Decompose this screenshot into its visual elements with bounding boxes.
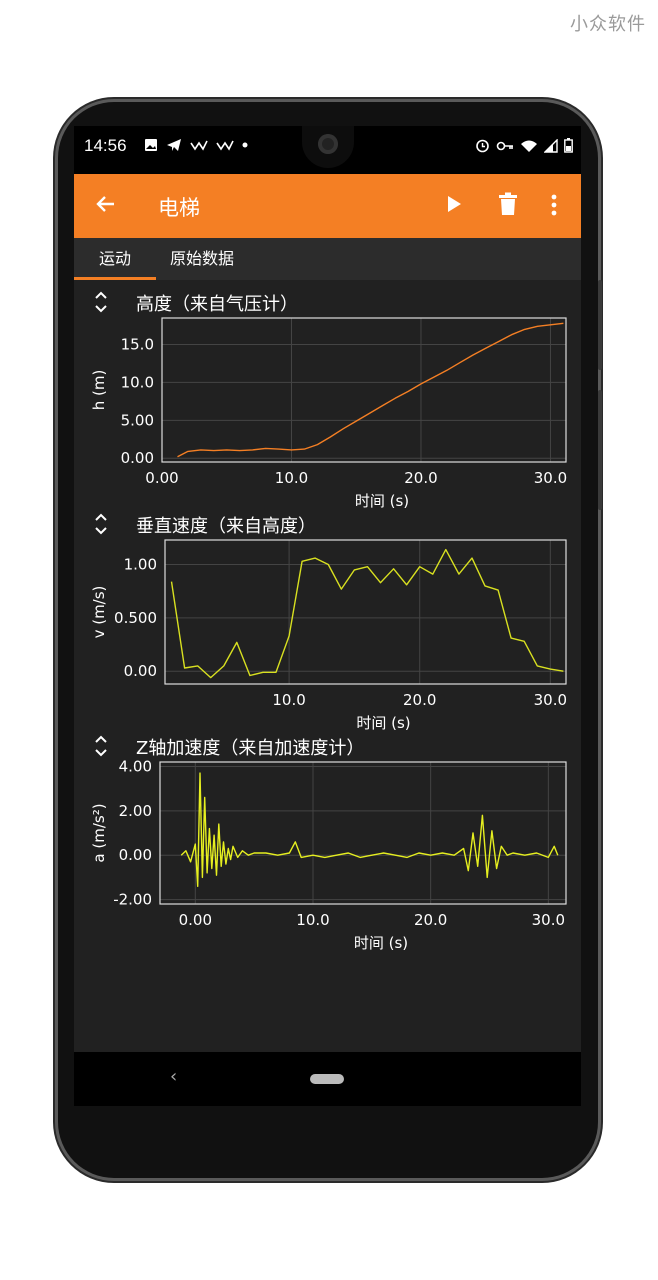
app-bar: 电梯 bbox=[74, 174, 581, 238]
system-nav-bar: ‹ bbox=[74, 1052, 581, 1106]
status-bar: 14:56 bbox=[74, 126, 581, 172]
chirp-icon bbox=[216, 140, 234, 151]
tab-motion[interactable]: 运动 bbox=[74, 238, 156, 280]
expand-toggle-icon[interactable] bbox=[95, 735, 107, 757]
x-tick-label: 30.0 bbox=[532, 911, 565, 929]
plot-frame bbox=[161, 317, 567, 463]
x-axis-label: 时间 (s) bbox=[354, 934, 408, 952]
expand-toggle-icon[interactable] bbox=[95, 291, 107, 313]
y-axis-label: v (m/s) bbox=[90, 586, 108, 639]
x-tick-label: 0.00 bbox=[179, 911, 212, 929]
page-title: 电梯 bbox=[158, 196, 200, 220]
graph-title: 垂直速度（来自高度） bbox=[136, 516, 316, 537]
vpn-key-icon bbox=[496, 141, 513, 150]
front-camera bbox=[302, 126, 354, 168]
play-icon[interactable] bbox=[444, 194, 464, 214]
more-notifications-icon bbox=[242, 142, 248, 148]
plot-frame bbox=[159, 761, 567, 905]
series-line bbox=[177, 322, 564, 458]
y-tick-label: 10.0 bbox=[121, 373, 154, 391]
y-axis-label: a (m/s²) bbox=[90, 803, 108, 862]
system-icons bbox=[475, 138, 573, 153]
back-arrow-icon[interactable] bbox=[94, 192, 118, 216]
nav-back-icon[interactable]: ‹ bbox=[170, 1066, 178, 1087]
graphs-canvas: 高度（来自气压计） 0.00 10.0 20.0 30.0 0.00 5.00 10.0 15.… bbox=[90, 291, 567, 952]
x-tick-label: 20.0 bbox=[404, 469, 437, 487]
status-time: 14:56 bbox=[84, 136, 127, 155]
x-axis-label: 时间 (s) bbox=[355, 492, 409, 510]
series-line bbox=[180, 772, 559, 887]
graph-title: 高度（来自气压计） bbox=[136, 294, 298, 315]
x-tick-label: 30.0 bbox=[534, 469, 567, 487]
x-tick-label: 20.0 bbox=[403, 691, 436, 709]
x-tick-label: 10.0 bbox=[272, 691, 305, 709]
x-tick-label: 10.0 bbox=[296, 911, 329, 929]
expand-toggle-icon[interactable] bbox=[95, 513, 107, 535]
alarm-icon bbox=[476, 139, 489, 153]
telegram-icon bbox=[167, 139, 181, 151]
tab-raw-data[interactable]: 原始数据 bbox=[170, 249, 235, 268]
plot-frame bbox=[164, 539, 567, 685]
y-tick-label: 0.500 bbox=[114, 609, 157, 627]
side-button bbox=[598, 280, 602, 370]
battery-icon bbox=[564, 138, 573, 153]
y-tick-label: 4.00 bbox=[119, 757, 152, 775]
notification-icons bbox=[144, 138, 248, 152]
screen: 14:56 电梯 运动 原始数据 高度（来自气压计） 0.00 10.0 20.0 30… bbox=[74, 126, 581, 1106]
x-tick-label: 0.00 bbox=[145, 469, 178, 487]
graph-title: Z轴加速度（来自加速度计） bbox=[136, 738, 364, 759]
series-line bbox=[170, 548, 564, 679]
chirp-icon bbox=[190, 140, 208, 151]
x-axis-label: 时间 (s) bbox=[356, 714, 410, 732]
cell-signal-icon bbox=[544, 138, 558, 153]
more-options-icon[interactable] bbox=[550, 193, 558, 217]
y-tick-label: 0.00 bbox=[119, 846, 152, 864]
y-tick-label: 1.00 bbox=[124, 556, 157, 574]
image-icon bbox=[145, 139, 157, 151]
wifi-icon bbox=[521, 140, 537, 152]
x-tick-label: 20.0 bbox=[414, 911, 447, 929]
tab-bar: 运动 原始数据 bbox=[74, 238, 581, 280]
graphs-panel: 高度（来自气压计） 0.00 10.0 20.0 30.0 0.00 5.00 10.0 15.… bbox=[74, 280, 581, 1052]
y-tick-label: -2.00 bbox=[113, 891, 152, 909]
watermark: 小众软件 bbox=[570, 14, 646, 35]
x-tick-label: 10.0 bbox=[275, 469, 308, 487]
y-tick-label: 0.00 bbox=[121, 449, 154, 467]
y-tick-label: 0.00 bbox=[124, 662, 157, 680]
y-tick-label: 15.0 bbox=[121, 336, 154, 354]
y-axis-label: h (m) bbox=[90, 370, 108, 411]
x-tick-label: 30.0 bbox=[534, 691, 567, 709]
y-tick-label: 2.00 bbox=[119, 802, 152, 820]
delete-icon[interactable] bbox=[498, 192, 518, 216]
y-tick-label: 5.00 bbox=[121, 411, 154, 429]
nav-home-pill[interactable] bbox=[310, 1074, 344, 1084]
side-button bbox=[598, 390, 602, 510]
